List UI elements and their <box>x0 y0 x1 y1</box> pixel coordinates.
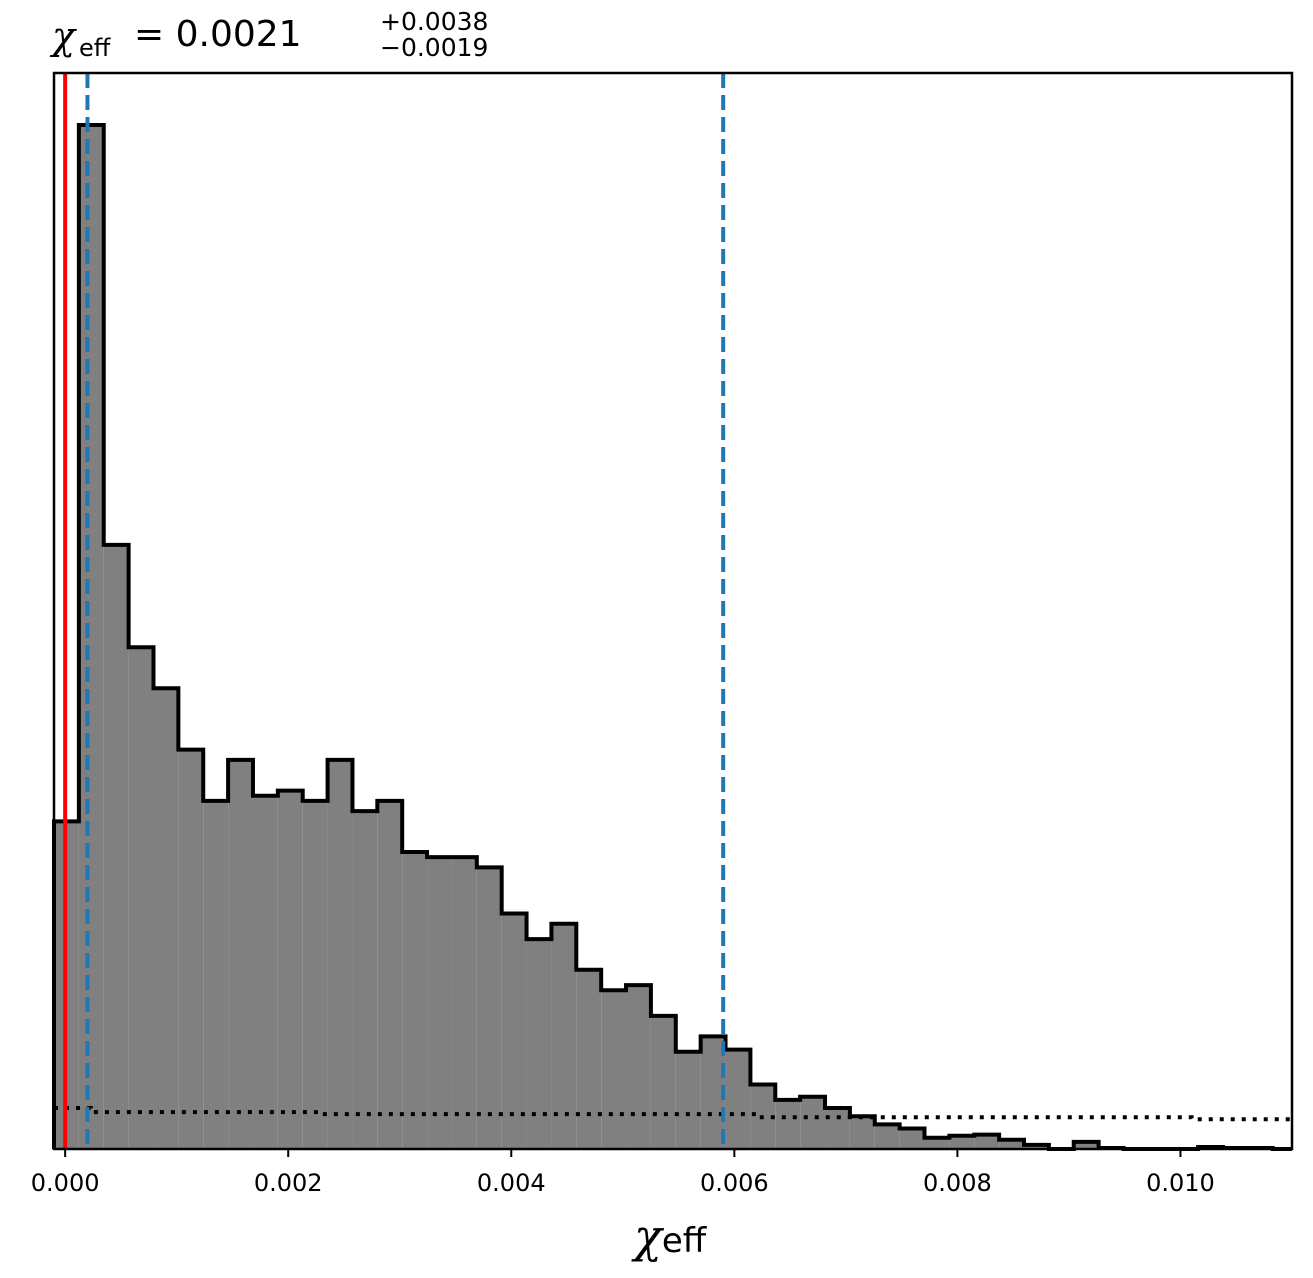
histogram-bar <box>576 969 602 1149</box>
histogram-bar <box>501 913 527 1149</box>
prior-curve <box>54 1106 1292 1122</box>
histogram-bar <box>999 1139 1024 1149</box>
histogram-bar <box>178 749 204 1149</box>
histogram-bar <box>327 759 353 1149</box>
histogram-bar <box>228 759 253 1149</box>
histogram-bar <box>800 1096 826 1149</box>
prior-layer <box>54 1106 1292 1122</box>
histogram-bar <box>402 852 428 1149</box>
x-axis-label-subscript: eff <box>662 1221 708 1261</box>
x-tick-label: 0.008 <box>923 1169 992 1197</box>
histogram-bar <box>203 800 229 1149</box>
reference-lines-layer <box>63 73 726 1149</box>
histogram-layer <box>52 123 1292 1151</box>
histogram-bar <box>153 688 179 1149</box>
histogram-bar <box>626 985 651 1149</box>
histogram-bar <box>924 1137 950 1149</box>
histogram-bar <box>601 990 627 1149</box>
histogram-bar <box>451 857 477 1149</box>
histogram-bar <box>675 1051 701 1149</box>
histogram-bar <box>103 544 129 1149</box>
x-axis-label: χeff <box>631 1209 708 1263</box>
histogram-bar <box>775 1099 801 1149</box>
plot-frame <box>52 71 1294 1151</box>
histogram-bar <box>849 1116 875 1149</box>
x-tick-label: 0.002 <box>254 1169 323 1197</box>
x-axis-ticks: 0.000 0.002 0.004 0.006 0.008 0.010 <box>31 1149 1215 1197</box>
x-tick-label: 0.000 <box>31 1169 100 1197</box>
histogram-bar <box>974 1134 1000 1149</box>
title-symbol: χ <box>52 14 76 58</box>
histogram-bar <box>352 811 378 1149</box>
x-axis-label-symbol: χ <box>631 1209 665 1263</box>
histogram-bar <box>650 1015 676 1149</box>
histogram-bar <box>252 795 278 1149</box>
histogram-bar <box>1023 1144 1049 1149</box>
histogram-bar <box>526 939 552 1149</box>
histogram-bar <box>725 1049 751 1149</box>
histogram-bar <box>899 1128 925 1149</box>
title-symbol-subscript: eff <box>79 34 111 62</box>
x-tick-label: 0.010 <box>1146 1169 1215 1197</box>
histogram-bar <box>949 1135 975 1149</box>
histogram-bar <box>874 1124 900 1149</box>
x-tick-label: 0.006 <box>700 1169 769 1197</box>
histogram-bar <box>1073 1141 1099 1149</box>
title-lower-error: −0.0019 <box>380 33 489 62</box>
title-upper-error: +0.0038 <box>380 7 489 36</box>
histogram-bar <box>427 857 452 1149</box>
histogram-bar <box>277 790 303 1149</box>
x-tick-label: 0.004 <box>477 1169 546 1197</box>
histogram-bar <box>78 125 104 1149</box>
histogram-bar <box>825 1108 850 1149</box>
histogram-bar <box>302 800 328 1149</box>
histogram-bar <box>551 923 577 1149</box>
histogram-bar <box>128 647 154 1149</box>
histogram-bar <box>377 800 403 1149</box>
title-value: = 0.0021 <box>134 14 302 55</box>
histogram-bar <box>476 867 502 1149</box>
